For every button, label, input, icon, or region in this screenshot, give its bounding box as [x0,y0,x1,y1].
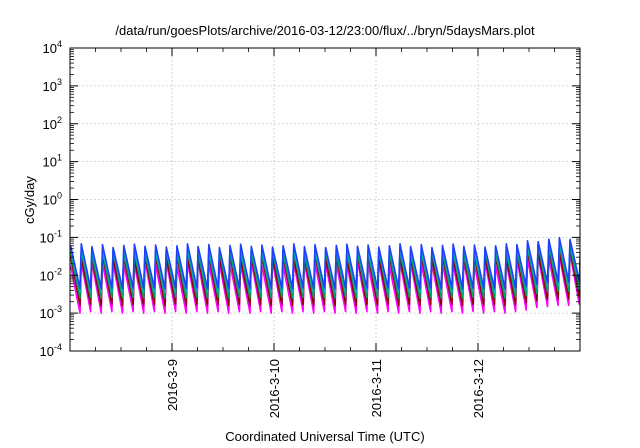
series-line [70,236,580,290]
y-tick-label: 104 [43,39,62,56]
series-group [70,236,580,314]
y-tick-base: 10 [40,344,54,359]
y-tick-exponent: 1 [57,153,62,163]
y-tick-exponent: 2 [57,115,62,125]
y-tick-exponent: -1 [54,228,62,238]
y-tick-label: 100 [43,191,62,208]
x-tick-label: 2016-3-10 [267,359,282,418]
y-tick-base: 10 [43,155,57,170]
y-tick-base: 10 [43,79,57,94]
y-tick-exponent: 0 [57,191,62,201]
y-tick-exponent: 3 [57,77,62,87]
x-tick-label: 2016-3-9 [165,359,180,411]
x-tick-labels: 2016-3-9 2016-3-10 2016-3-11 2016-3-12 [165,359,486,418]
y-tick-exponent: -3 [54,304,62,314]
y-tick-label: 10-2 [40,266,62,283]
y-tick-base: 10 [43,117,57,132]
y-tick-base: 10 [40,268,54,283]
y-tick-label: 101 [43,153,62,170]
plot-border [69,47,581,352]
x-tick-label: 2016-3-11 [369,359,384,417]
y-tick-label: 10-1 [40,228,62,245]
series-line [70,252,580,314]
y-tick-base: 10 [43,193,57,208]
y-tick-exponent: -4 [54,342,62,352]
y-axis-label: cGy/day [22,176,37,224]
plot-area [70,236,580,314]
y-tick-base: 10 [40,306,54,321]
y-tick-base: 10 [43,41,57,56]
y-tick-label: 102 [43,115,62,132]
y-tick-label: 103 [43,77,62,94]
x-axis-label: Coordinated Universal Time (UTC) [225,429,424,444]
y-tick-base: 10 [40,230,54,245]
y-tick-label: 10-3 [40,304,62,321]
y-tick-label: 10-4 [40,342,62,359]
y-tick-exponent: -2 [54,266,62,276]
y-tick-exponent: 4 [57,39,62,49]
chart-title: /data/run/goesPlots/archive/2016-03-12/2… [115,23,535,38]
x-tick-label: 2016-3-12 [471,359,486,418]
